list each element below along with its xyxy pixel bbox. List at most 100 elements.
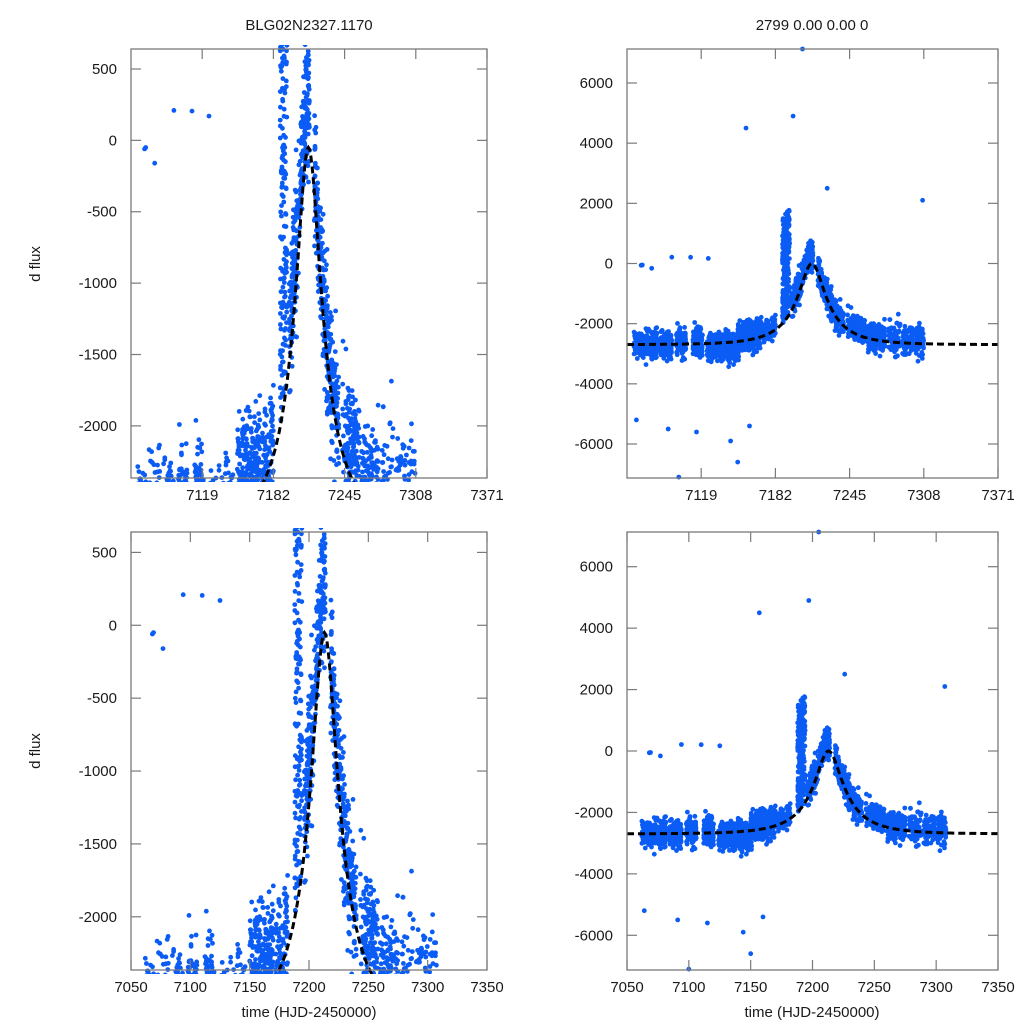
data-point: [327, 315, 332, 321]
data-point: [293, 700, 299, 705]
data-point: [236, 482, 241, 487]
data-point: [782, 250, 788, 255]
data-point: [789, 314, 795, 319]
data-point: [293, 793, 299, 799]
data-point: [784, 243, 790, 249]
data-point: [221, 480, 226, 482]
data-point: [369, 433, 375, 439]
data-point: [162, 455, 168, 461]
data-point: [289, 363, 295, 369]
data-point: [857, 327, 863, 333]
data-point: [293, 689, 299, 695]
data-point: [737, 318, 743, 323]
x-tick-label: 7245: [328, 487, 361, 504]
data-point: [705, 256, 711, 261]
data-point: [682, 325, 687, 330]
data-point: [900, 338, 906, 344]
data-point: [219, 973, 224, 974]
data-point: [268, 400, 274, 406]
data-point: [294, 528, 300, 530]
data-point: [284, 45, 290, 48]
data-point: [273, 921, 279, 927]
data-point: [370, 427, 376, 432]
data-point: [780, 309, 786, 315]
data-point: [282, 176, 288, 181]
data-point: [136, 469, 142, 474]
data-point: [260, 439, 265, 445]
data-point: [162, 972, 168, 974]
data-point: [163, 954, 169, 960]
x-tick-label: 7245: [833, 487, 866, 504]
data-point: [306, 179, 311, 185]
data-point: [292, 799, 298, 805]
data-point: [408, 438, 414, 443]
data-point: [301, 74, 306, 80]
data-point: [278, 348, 283, 353]
data-point: [706, 335, 712, 341]
data-point: [361, 456, 366, 462]
data-point: [342, 443, 348, 448]
data-point: [387, 420, 393, 426]
data-point: [334, 449, 340, 454]
data-point: [388, 464, 394, 470]
data-point: [252, 445, 257, 450]
data-point: [345, 405, 350, 411]
xlabel-bottom-right: time (HJD-2450000): [744, 1004, 879, 1021]
data-point: [292, 721, 298, 727]
data-point: [287, 320, 293, 326]
data-point: [920, 197, 925, 203]
data-point: [859, 323, 865, 328]
data-point: [837, 297, 843, 302]
data-point: [848, 332, 854, 338]
data-point: [386, 482, 391, 487]
data-point: [156, 445, 162, 451]
data-point: [772, 324, 778, 330]
data-point: [406, 472, 412, 477]
data-point: [148, 482, 153, 487]
data-point: [277, 925, 283, 931]
data-point: [728, 438, 733, 444]
data-point: [394, 456, 400, 462]
data-point: [650, 334, 656, 339]
data-point: [305, 52, 311, 58]
data-point: [895, 311, 901, 317]
data-point: [667, 341, 673, 347]
data-point: [280, 960, 286, 966]
data-point: [161, 461, 167, 467]
data-point: [292, 695, 298, 701]
data-point: [354, 460, 360, 465]
data-point: [278, 322, 283, 327]
data-point: [747, 423, 752, 429]
data-point: [200, 478, 206, 482]
data-point: [919, 356, 925, 361]
y-tick-label: -6000: [575, 436, 613, 453]
data-point: [181, 470, 187, 476]
data-point: [352, 416, 358, 421]
data-point: [227, 479, 233, 482]
data-point: [313, 194, 318, 200]
data-point: [815, 283, 821, 289]
data-point: [852, 318, 857, 324]
data-point: [323, 316, 328, 322]
data-point: [353, 432, 359, 437]
data-point: [790, 113, 796, 119]
data-point: [320, 250, 326, 256]
data-point: [335, 396, 341, 401]
data-point: [283, 78, 289, 84]
data-point: [892, 354, 898, 360]
data-point: [297, 619, 303, 625]
title-left: BLG02N2327.1170: [245, 17, 372, 34]
data-point: [278, 385, 283, 391]
data-point: [294, 666, 300, 672]
data-point: [177, 422, 182, 427]
data-point: [726, 358, 732, 364]
data-point: [209, 932, 215, 938]
data-point: [244, 471, 250, 477]
data-point: [281, 275, 287, 281]
data-point: [306, 62, 311, 68]
data-point: [663, 334, 668, 340]
data-point: [282, 55, 287, 61]
data-point: [303, 67, 309, 73]
data-point: [717, 343, 723, 349]
data-point: [292, 602, 298, 607]
